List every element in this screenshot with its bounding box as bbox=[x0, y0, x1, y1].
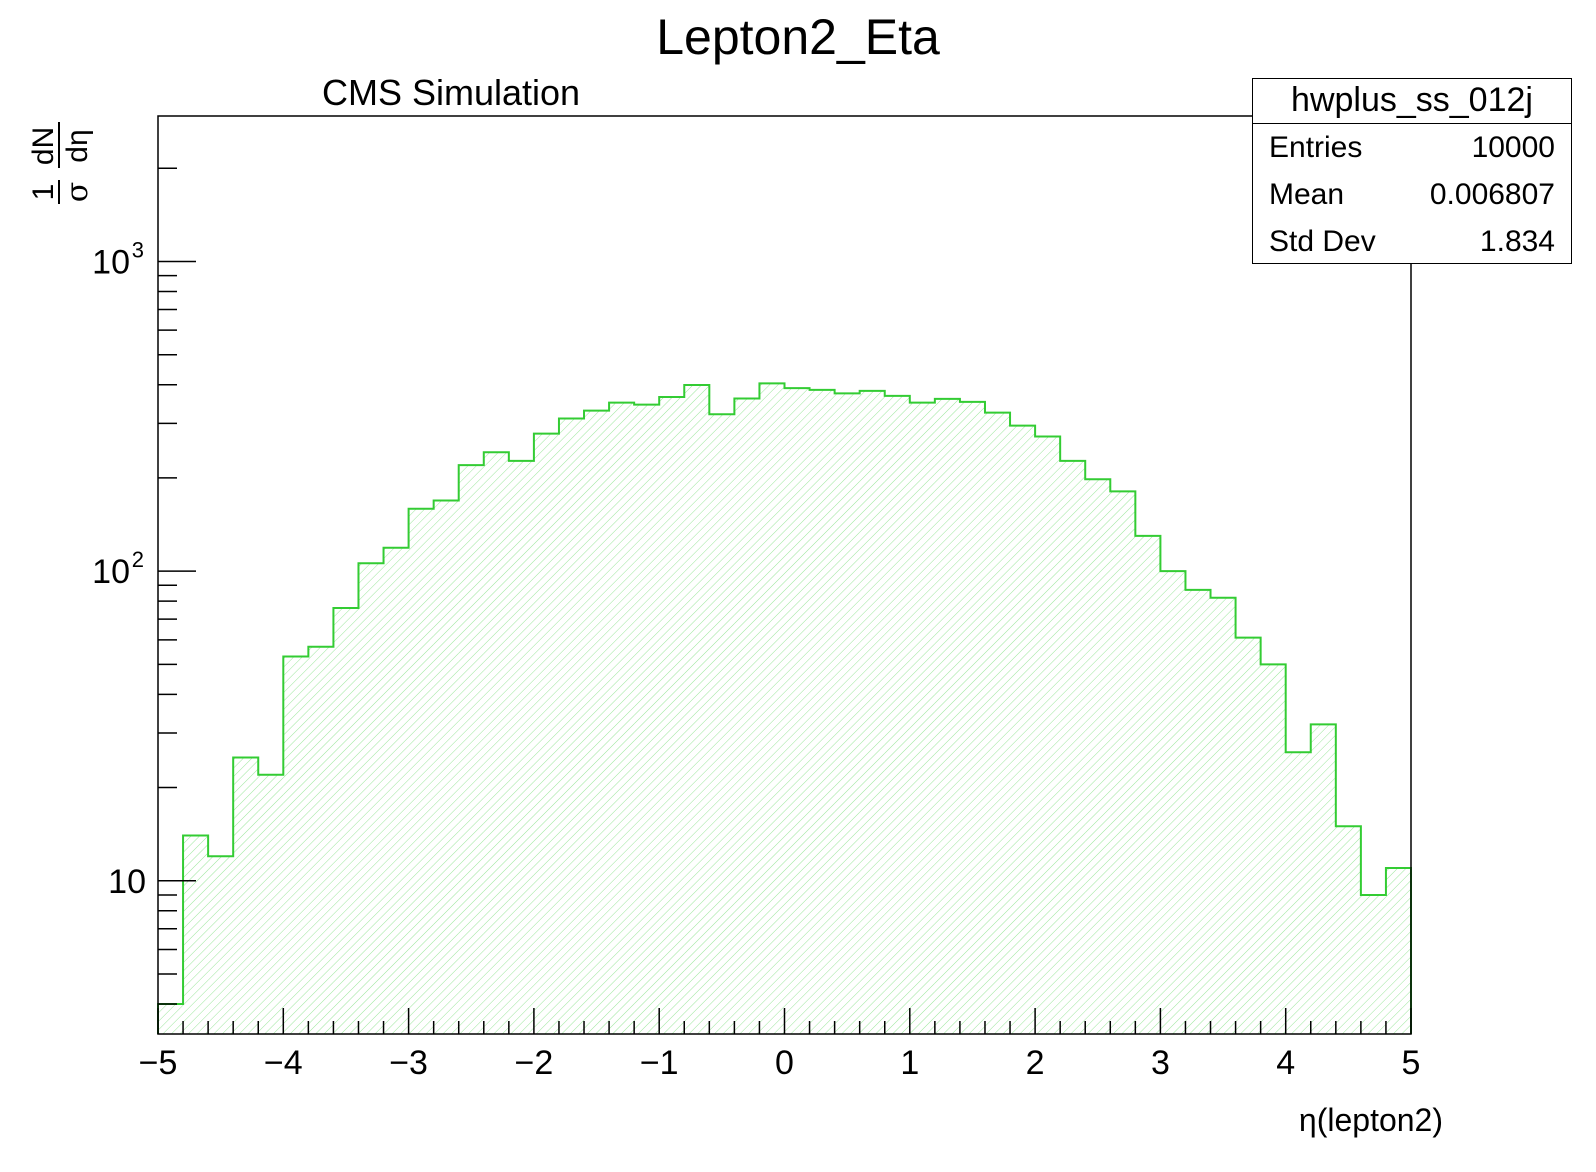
histogram-bin bbox=[834, 393, 860, 1034]
y-tick-label: 10 bbox=[108, 863, 146, 901]
stats-key: Std Dev bbox=[1269, 225, 1376, 258]
stats-box-title: hwplus_ss_012j bbox=[1253, 79, 1571, 124]
histogram-bin bbox=[1035, 436, 1061, 1034]
histogram-bin bbox=[609, 402, 635, 1034]
histogram-bin bbox=[984, 412, 1011, 1034]
x-tick-label: 2 bbox=[1026, 1044, 1045, 1082]
stats-value: 0.006807 bbox=[1429, 178, 1555, 211]
histogram-bin bbox=[1160, 571, 1186, 1034]
chart-title: Lepton2_Eta bbox=[656, 9, 940, 65]
histogram-bin bbox=[183, 835, 209, 1034]
y-label-numerator: 1 bbox=[27, 184, 60, 201]
x-tick-label: 3 bbox=[1151, 1044, 1170, 1082]
histogram-bin bbox=[634, 404, 660, 1035]
histogram-bin bbox=[258, 774, 284, 1034]
stats-value: 1.834 bbox=[1479, 225, 1555, 258]
stats-row-stddev: Std Dev 1.834 bbox=[1253, 218, 1571, 265]
y-label-dden: dη bbox=[61, 129, 94, 162]
histogram-bin bbox=[433, 500, 459, 1034]
y-tick-exponent: 3 bbox=[132, 237, 144, 262]
y-axis-label: 1 σ dN dη bbox=[27, 122, 95, 204]
y-label-dnum: dN bbox=[27, 127, 60, 165]
y-tick-exponent: 2 bbox=[132, 547, 144, 572]
histogram-bin bbox=[784, 388, 810, 1034]
histogram-bin bbox=[684, 385, 710, 1034]
histogram-bin bbox=[884, 395, 910, 1034]
x-tick-label: 4 bbox=[1276, 1044, 1295, 1082]
histogram-bin bbox=[584, 410, 610, 1035]
histogram-bin bbox=[1085, 479, 1111, 1034]
chart-subtitle: CMS Simulation bbox=[322, 72, 581, 113]
y-tick-label: 10 bbox=[92, 243, 130, 281]
histogram-bin bbox=[1185, 589, 1211, 1034]
x-tick-label: −5 bbox=[139, 1044, 178, 1082]
stats-box: hwplus_ss_012j Entries 10000 Mean 0.0068… bbox=[1252, 78, 1572, 264]
x-tick-label: −4 bbox=[264, 1044, 303, 1082]
histogram-bin bbox=[233, 757, 259, 1034]
histogram-bin bbox=[759, 383, 785, 1034]
stats-value: 10000 bbox=[1471, 131, 1555, 164]
x-axis-label: η(lepton2) bbox=[1298, 1102, 1443, 1138]
histogram-bin bbox=[1385, 867, 1411, 1034]
histogram-bin bbox=[308, 646, 334, 1034]
histogram-bin bbox=[1110, 491, 1136, 1035]
histogram-bin bbox=[859, 390, 885, 1035]
stats-key: Mean bbox=[1269, 178, 1345, 211]
histogram-bin bbox=[458, 465, 484, 1035]
histogram-bin bbox=[1285, 752, 1311, 1034]
histogram-bin bbox=[333, 608, 359, 1034]
histogram-bin bbox=[959, 401, 985, 1034]
stats-row-mean: Mean 0.006807 bbox=[1253, 171, 1571, 218]
x-tick-label: 1 bbox=[900, 1044, 919, 1082]
x-tick-label: 0 bbox=[775, 1044, 794, 1082]
histogram-bin bbox=[533, 433, 559, 1035]
x-tick-label: −1 bbox=[640, 1044, 679, 1082]
histogram-bin bbox=[809, 389, 835, 1034]
histogram-bin bbox=[909, 402, 935, 1034]
histogram-bin bbox=[1310, 724, 1336, 1034]
histogram-bin bbox=[1010, 425, 1036, 1035]
y-label-denominator: σ bbox=[60, 182, 95, 202]
histogram-bin bbox=[734, 398, 760, 1034]
histogram-bin bbox=[1210, 597, 1236, 1034]
histogram-bin bbox=[934, 398, 960, 1034]
histogram-bin bbox=[483, 452, 509, 1034]
x-tick-label: −2 bbox=[515, 1044, 554, 1082]
histogram-bin bbox=[1335, 826, 1361, 1034]
histogram-bin bbox=[709, 414, 735, 1035]
histogram-bin bbox=[1360, 894, 1386, 1034]
histogram-bin bbox=[558, 418, 585, 1035]
histogram-bin bbox=[1235, 637, 1261, 1034]
histogram-outline bbox=[157, 382, 1412, 1034]
histogram-bin bbox=[208, 856, 234, 1034]
histogram-bin bbox=[158, 1003, 184, 1034]
histogram-bin bbox=[1135, 535, 1161, 1034]
histogram-bin bbox=[283, 656, 309, 1034]
histogram-bin bbox=[1060, 460, 1086, 1035]
y-tick-label: 10 bbox=[92, 553, 130, 591]
histogram-bin bbox=[1260, 664, 1286, 1034]
x-tick-label: 5 bbox=[1402, 1044, 1421, 1082]
histogram-bin bbox=[508, 460, 534, 1035]
x-tick-label: −3 bbox=[389, 1044, 428, 1082]
histogram-bin bbox=[659, 397, 685, 1034]
histogram-bin bbox=[383, 547, 409, 1034]
histogram-bin bbox=[408, 508, 434, 1034]
stats-row-entries: Entries 10000 bbox=[1253, 124, 1571, 171]
stats-key: Entries bbox=[1269, 131, 1363, 164]
histogram-bin bbox=[358, 563, 384, 1034]
